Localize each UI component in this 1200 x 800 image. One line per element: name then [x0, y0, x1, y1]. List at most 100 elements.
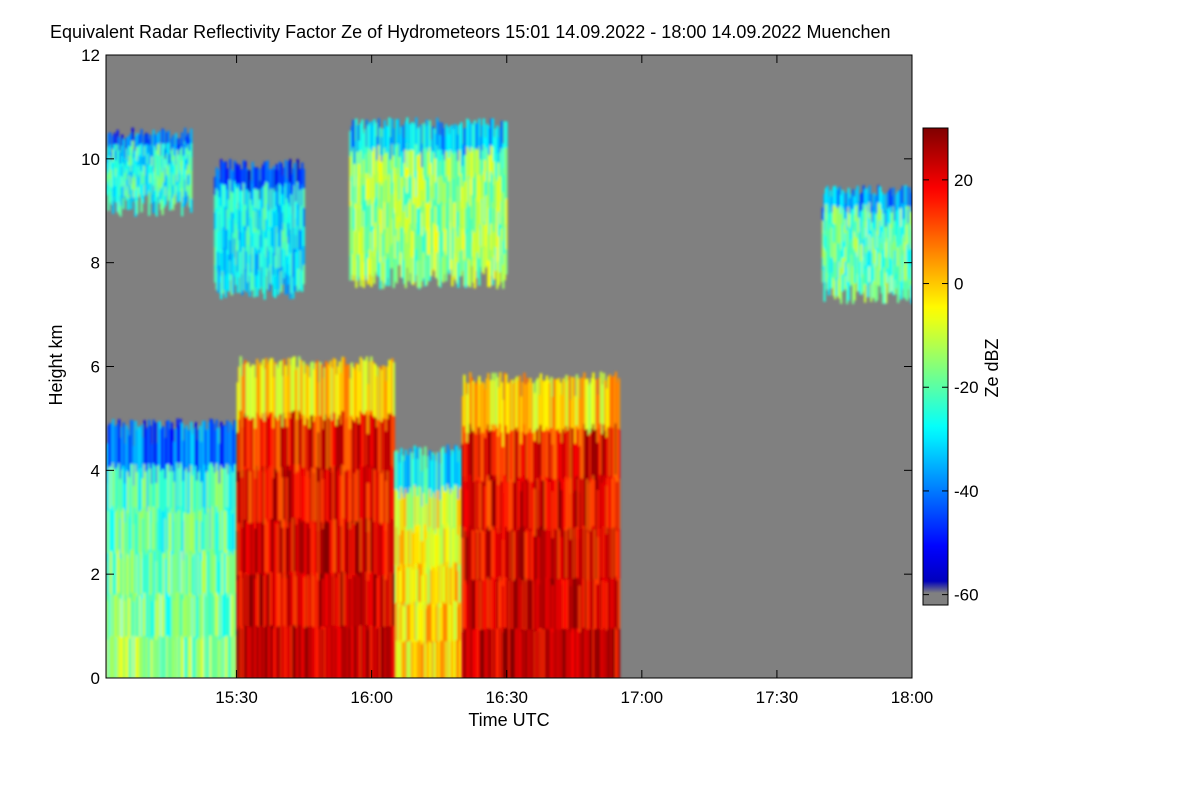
reflectivity-cell [587, 580, 591, 631]
reflectivity-cell [533, 487, 537, 537]
reflectivity-cell [601, 433, 604, 484]
reflectivity-cell [853, 282, 856, 301]
reflectivity-cell [593, 528, 597, 580]
reflectivity-cell [421, 143, 424, 168]
reflectivity-cell [275, 246, 278, 269]
reflectivity-cell [613, 476, 616, 528]
reflectivity-cell [401, 566, 404, 605]
reflectivity-cell [406, 217, 409, 243]
reflectivity-cell [443, 250, 446, 275]
reflectivity-cell [400, 126, 403, 153]
reflectivity-cell [856, 203, 859, 222]
reflectivity-cell [353, 369, 356, 422]
reflectivity-cell [157, 154, 160, 166]
reflectivity-cell [448, 157, 451, 182]
reflectivity-cell [518, 426, 522, 478]
reflectivity-cell [503, 147, 506, 175]
reflectivity-cell [158, 592, 161, 636]
reflectivity-cell [532, 481, 535, 532]
reflectivity-cell [280, 519, 283, 573]
reflectivity-cell [472, 480, 475, 531]
reflectivity-cell [556, 429, 559, 480]
reflectivity-cell [296, 225, 299, 248]
reflectivity-cell [136, 471, 139, 514]
reflectivity-cell [439, 499, 442, 536]
reflectivity-cell [418, 207, 421, 236]
reflectivity-cell [415, 117, 418, 145]
reflectivity-cell [182, 165, 185, 177]
reflectivity-cell [322, 528, 325, 579]
reflectivity-cell [278, 267, 281, 290]
reflectivity-cell [262, 412, 265, 467]
reflectivity-cell [445, 150, 448, 178]
reflectivity-cell [590, 628, 594, 678]
reflectivity-cell [865, 204, 868, 221]
reflectivity-cell [379, 154, 382, 183]
reflectivity-cell [187, 430, 190, 473]
reflectivity-cell [235, 163, 238, 185]
reflectivity-cell [374, 147, 377, 174]
reflectivity-cell [263, 471, 266, 525]
reflectivity-cell [410, 490, 413, 529]
reflectivity-cell [481, 431, 484, 482]
reflectivity-cell [260, 573, 263, 627]
reflectivity-cell [163, 143, 166, 157]
reflectivity-cell [295, 251, 298, 269]
reflectivity-cell [371, 414, 374, 468]
reflectivity-cell [335, 576, 338, 629]
reflectivity-cell [182, 144, 185, 156]
reflectivity-cell [239, 356, 242, 411]
reflectivity-cell [388, 201, 391, 231]
reflectivity-cell [250, 470, 253, 524]
reflectivity-cell [442, 562, 445, 602]
reflectivity-cell [223, 226, 226, 248]
reflectivity-cell [397, 490, 400, 529]
reflectivity-cell [509, 478, 513, 530]
reflectivity-cell [475, 221, 478, 247]
reflectivity-cell [203, 549, 206, 594]
reflectivity-cell [169, 172, 172, 183]
reflectivity-cell [166, 592, 169, 636]
reflectivity-cell [485, 478, 488, 529]
reflectivity-cell [242, 468, 245, 522]
reflectivity-cell [590, 578, 594, 629]
reflectivity-cell [355, 230, 358, 260]
reflectivity-cell [287, 263, 290, 285]
reflectivity-cell [886, 237, 889, 254]
reflectivity-cell [311, 414, 314, 468]
reflectivity-cell [301, 417, 304, 471]
reflectivity-cell [295, 217, 298, 236]
reflectivity-cell [910, 192, 912, 212]
reflectivity-cell [602, 373, 606, 425]
reflectivity-cell [121, 165, 124, 177]
reflectivity-cell [316, 413, 319, 467]
reflectivity-cell [475, 172, 478, 198]
reflectivity-cell [245, 271, 248, 293]
reflectivity-cell [398, 534, 401, 571]
reflectivity-cell [599, 627, 603, 678]
reflectivity-cell [882, 267, 885, 286]
reflectivity-cell [364, 413, 367, 468]
reflectivity-cell [437, 527, 440, 566]
reflectivity-cell [184, 191, 187, 206]
reflectivity-cell [229, 179, 232, 200]
reflectivity-cell [148, 139, 151, 153]
reflectivity-cell [550, 377, 553, 428]
reflectivity-cell [442, 128, 445, 155]
reflectivity-cell [391, 571, 394, 626]
reflectivity-cell [596, 489, 600, 538]
reflectivity-cell [398, 177, 401, 201]
reflectivity-cell [340, 474, 343, 527]
reflectivity-cell [233, 256, 236, 277]
reflectivity-cell [182, 559, 185, 600]
reflectivity-cell [299, 412, 302, 467]
reflectivity-cell [109, 550, 112, 594]
reflectivity-cell [259, 625, 262, 678]
reflectivity-cell [439, 534, 442, 572]
reflectivity-cell [568, 627, 571, 678]
reflectivity-cell [227, 432, 230, 475]
reflectivity-cell [392, 181, 395, 209]
cloud-region [106, 127, 193, 217]
reflectivity-cell [577, 628, 580, 678]
reflectivity-cell [302, 625, 305, 678]
